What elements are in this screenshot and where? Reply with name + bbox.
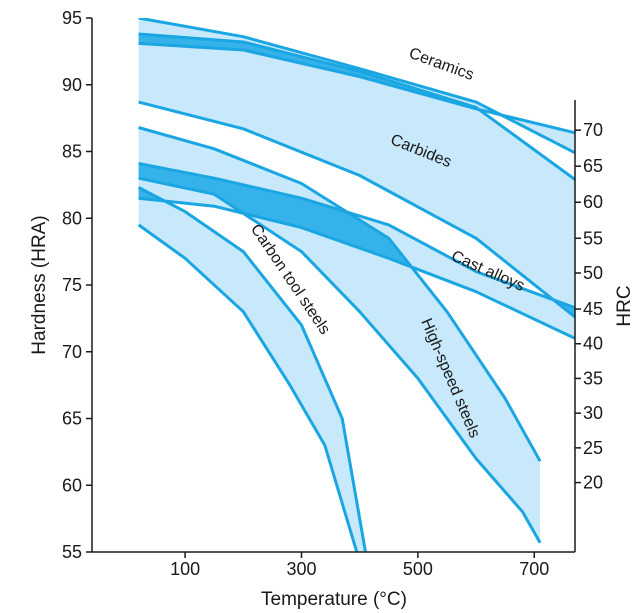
x-tick-label-300: 300 (286, 559, 316, 579)
x-tick-label-500: 500 (403, 559, 433, 579)
y-tick-label-65: 65 (62, 409, 82, 429)
y2-tick-label-55: 55 (583, 228, 603, 248)
y2-tick-label-30: 30 (583, 403, 603, 423)
y-tick-label-85: 85 (62, 142, 82, 162)
line-ceramics-lower (138, 41, 575, 135)
x-tick-label-700: 700 (519, 559, 549, 579)
y2-tick-label-35: 35 (583, 368, 603, 388)
line-high-speed-steels-lower (138, 176, 542, 544)
y-axis-title: Hardness (HRA) (29, 215, 50, 354)
line-cast-alloys-lower (138, 196, 575, 340)
x-axis-title: Temperature (°C) (261, 589, 407, 610)
line-high-speed-steels-upper (138, 126, 542, 462)
y2-tick-label-50: 50 (583, 263, 603, 283)
overlap-ceramics-carbides (138, 34, 479, 110)
y2-tick-label-65: 65 (583, 156, 603, 176)
x-tick-label-100: 100 (170, 559, 200, 579)
y2-tick-label-60: 60 (583, 192, 603, 212)
y2-tick-label-40: 40 (583, 334, 603, 354)
y2-axis-title: HRC (614, 285, 635, 326)
y-tick-label-75: 75 (62, 275, 82, 295)
y2-tick-label-70: 70 (583, 120, 603, 140)
line-ceramics-upper (138, 18, 575, 155)
y2-tick-label-45: 45 (583, 299, 603, 319)
line-carbon-tool-steels-upper (137, 186, 367, 552)
y-tick-label-70: 70 (62, 342, 82, 362)
line-carbides-lower (138, 100, 575, 319)
y2-tick-label-25: 25 (583, 438, 603, 458)
y2-tick-label-20: 20 (583, 473, 603, 493)
label-ceramics: Ceramics (407, 45, 476, 84)
line-carbon-tool-steels-lower (137, 223, 359, 552)
y-tick-label-95: 95 (62, 8, 82, 28)
band-ceramics (138, 18, 575, 153)
line-carbides-upper (138, 32, 575, 181)
y-tick-label-60: 60 (62, 475, 82, 495)
y-tick-label-90: 90 (62, 75, 82, 95)
y-tick-label-55: 55 (62, 542, 82, 562)
y-tick-label-80: 80 (62, 208, 82, 228)
